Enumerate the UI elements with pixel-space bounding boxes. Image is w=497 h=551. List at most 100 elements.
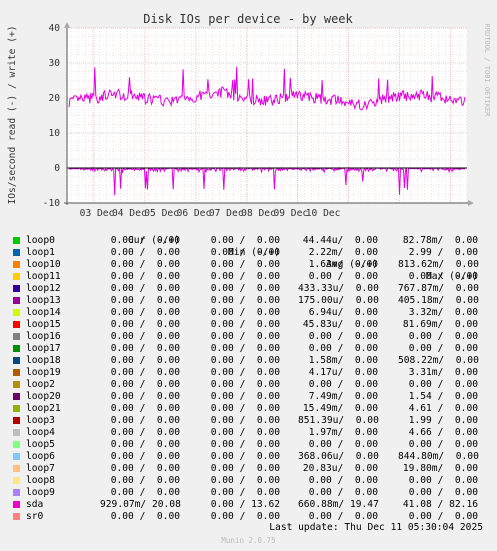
legend-avg: 0.00 / 0.00: [308, 379, 378, 390]
legend-min: 0.00 / 0.00: [210, 415, 280, 426]
legend-cur: 0.00 / 0.00: [110, 367, 180, 378]
y-tick-label: 20: [48, 93, 60, 104]
legend-name: loop3: [26, 415, 55, 426]
legend-cur: 0.00 / 0.00: [110, 271, 180, 282]
legend-max: 844.80m/ 0.00: [398, 451, 479, 462]
legend-max: 1.54 / 0.00: [408, 391, 478, 402]
legend-min: 0.00 / 0.00: [210, 463, 280, 474]
legend-row-sda: sda 929.07m/ 20.08 0.00 / 13.62 660.88m/ 19…: [0, 499, 497, 511]
legend-min: 0.00 / 0.00: [210, 391, 280, 402]
legend-swatch: [13, 429, 20, 436]
header-max: Max (-/+): [426, 271, 478, 282]
legend-row-loop1: loop1 0.00 / 0.00 0.00 / 0.00 2.22m/ 0.00 2.…: [0, 247, 497, 259]
legend-name: loop12: [26, 283, 61, 294]
legend-avg: 851.39u/ 0.00: [298, 415, 379, 426]
legend-cur: 0.00 / 0.00: [110, 259, 180, 270]
legend-cur: 0.00 / 0.00: [110, 427, 180, 438]
legend-cur: 0.00 / 0.00: [110, 331, 180, 342]
x-tick-label: 10 Dec: [306, 208, 341, 219]
legend-cur: 0.00 / 0.00: [110, 355, 180, 366]
legend-cur: 0.00 / 0.00: [110, 247, 180, 258]
legend-swatch: [13, 369, 20, 376]
legend-name: loop6: [26, 451, 55, 462]
legend-swatch: [13, 273, 20, 280]
legend-min: 0.00 / 0.00: [210, 343, 280, 354]
legend-max: 1.99 / 0.00: [408, 415, 478, 426]
legend-row-loop19: loop19 0.00 / 0.00 0.00 / 0.00 4.17u/ 0.00 3…: [0, 367, 497, 379]
legend-cur: 0.00 / 0.00: [110, 379, 180, 390]
legend-cur: 0.00 / 0.00: [110, 463, 180, 474]
y-tick-label: 10: [48, 128, 60, 139]
legend-name: loop20: [26, 391, 61, 402]
legend-max: 0.00 / 0.00: [408, 511, 478, 522]
legend-name: loop15: [26, 319, 61, 330]
legend-max: 19.80m/ 0.00: [402, 463, 478, 474]
legend-swatch: [13, 501, 20, 508]
grid: [67, 27, 468, 204]
y-tick-label: 0: [54, 163, 60, 174]
legend-name: loop11: [26, 271, 61, 282]
legend-min: 0.00 / 0.00: [210, 235, 280, 246]
legend-row-loop8: loop8 0.00 / 0.00 0.00 / 0.00 0.00 / 0.00 0.…: [0, 475, 497, 487]
legend-avg: 7.49m/ 0.00: [308, 391, 378, 402]
legend-cur: 0.00 / 0.00: [110, 235, 180, 246]
legend-name: sda: [26, 499, 44, 510]
legend-cur: 0.00 / 0.00: [110, 295, 180, 306]
legend-swatch: [13, 297, 20, 304]
legend-swatch: [13, 393, 20, 400]
legend-avg: 0.00 / 0.00: [308, 343, 378, 354]
legend-row-loop6: loop6 0.00 / 0.00 0.00 / 0.00 368.06u/ 0.00…: [0, 451, 497, 463]
legend-swatch: [13, 513, 20, 520]
legend-max: 3.32m/ 0.00: [408, 307, 478, 318]
legend-min: 0.00 / 0.00: [210, 283, 280, 294]
legend-row-loop2: loop2 0.00 / 0.00 0.00 / 0.00 0.00 / 0.00 0.…: [0, 379, 497, 391]
legend-swatch: [13, 405, 20, 412]
legend-avg: 6.94u/ 0.00: [308, 307, 378, 318]
legend-cur: 0.00 / 0.00: [110, 319, 180, 330]
legend-name: sr0: [26, 511, 44, 522]
legend-avg: 0.00 / 0.00: [308, 487, 378, 498]
legend-avg: 44.44u/ 0.00: [302, 235, 378, 246]
legend-row-loop13: loop13 0.00 / 0.00 0.00 / 0.00 175.00u/ 0.0…: [0, 295, 497, 307]
x-tick-label: 09 Dec: [273, 208, 308, 219]
x-tick-label: 03 Dec: [80, 208, 115, 219]
legend-min: 0.00 / 0.00: [210, 307, 280, 318]
legend-avg: 0.00 / 0.00: [308, 331, 378, 342]
legend-swatch: [13, 345, 20, 352]
legend-name: loop18: [26, 355, 61, 366]
legend-swatch: [13, 453, 20, 460]
legend-min: 0.00 / 13.62: [210, 499, 280, 510]
legend-avg: 368.06u/ 0.00: [298, 451, 379, 462]
legend-row-loop10: loop10 0.00 / 0.00 0.00 / 0.00 1.63m/ 0.00 8…: [0, 259, 497, 271]
legend-cur: 0.00 / 0.00: [110, 391, 180, 402]
legend-avg: 1.58m/ 0.00: [308, 355, 378, 366]
legend-min: 0.00 / 0.00: [210, 331, 280, 342]
legend-header: Cur (-/+) Min (-/+) Avg (-/+) Max (-/+): [0, 223, 497, 282]
legend-max: 4.66 / 0.00: [408, 427, 478, 438]
legend-row-loop7: loop7 0.00 / 0.00 0.00 / 0.00 20.83u/ 0.00 1…: [0, 463, 497, 475]
legend-min: 0.00 / 0.00: [210, 451, 280, 462]
legend-avg: 0.00 / 0.00: [308, 511, 378, 522]
legend-avg: 0.00 / 0.00: [308, 271, 378, 282]
legend-cur: 0.00 / 0.00: [110, 439, 180, 450]
legend-min: 0.00 / 0.00: [210, 319, 280, 330]
legend-min: 0.00 / 0.00: [210, 355, 280, 366]
legend-cur: 0.00 / 0.00: [110, 307, 180, 318]
legend-max: 508.22m/ 0.00: [398, 355, 479, 366]
legend-swatch: [13, 477, 20, 484]
legend-cur: 0.00 / 0.00: [110, 403, 180, 414]
legend-name: loop19: [26, 367, 61, 378]
legend-cur: 0.00 / 0.00: [110, 415, 180, 426]
legend-cur: 929.07m/ 20.08: [100, 499, 181, 510]
y-axis-arrow: [64, 22, 70, 28]
series-line-sda-write: [68, 66, 466, 111]
x-axis-arrow: [468, 200, 474, 206]
legend-name: loop4: [26, 427, 55, 438]
legend-avg: 45.83u/ 0.00: [302, 319, 378, 330]
legend-max: 81.69m/ 0.00: [402, 319, 478, 330]
legend-name: loop8: [26, 475, 55, 486]
legend-swatch: [13, 441, 20, 448]
legend-swatch: [13, 285, 20, 292]
legend-min: 0.00 / 0.00: [210, 487, 280, 498]
legend-max: 0.00 / 0.00: [408, 475, 478, 486]
